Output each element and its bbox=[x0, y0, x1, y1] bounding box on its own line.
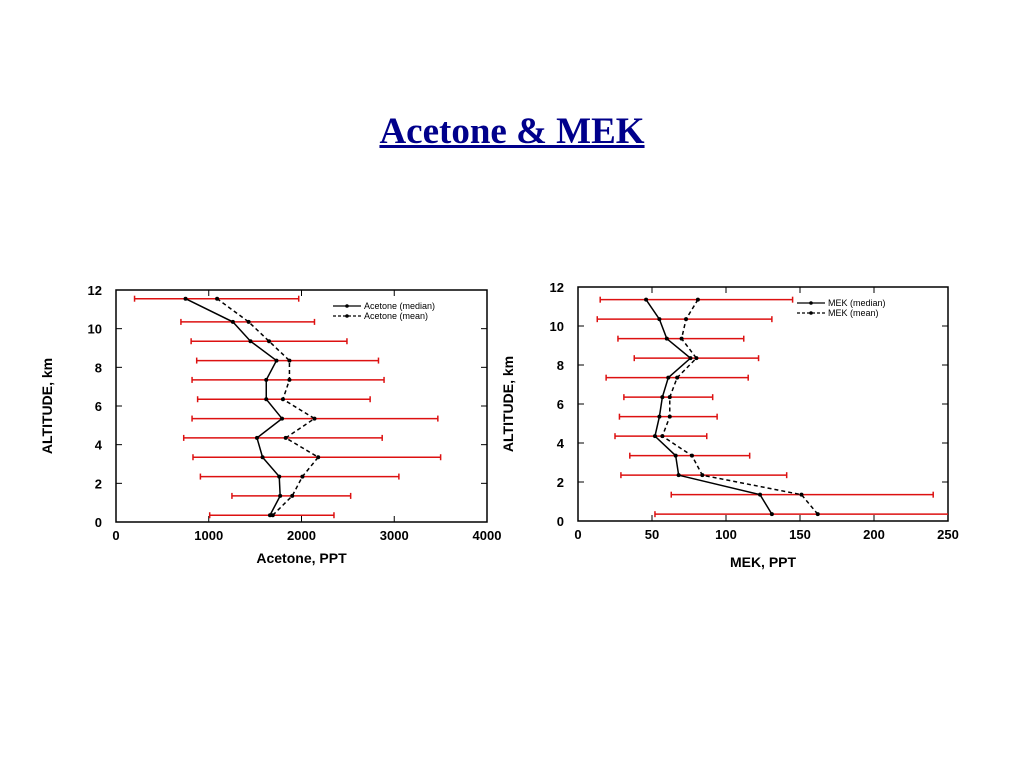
y-tick-label: 0 bbox=[95, 515, 102, 530]
mean-point bbox=[280, 397, 285, 402]
y-tick-label: 12 bbox=[550, 280, 564, 295]
median-point bbox=[274, 358, 279, 363]
median-point bbox=[673, 453, 678, 458]
legend-entry: MEK (mean) bbox=[828, 308, 879, 318]
x-tick-label: 3000 bbox=[380, 528, 409, 543]
median-point bbox=[248, 339, 253, 344]
y-tick-label: 4 bbox=[95, 438, 103, 453]
median-point bbox=[666, 375, 671, 380]
x-tick-label: 0 bbox=[574, 527, 581, 542]
mean-point bbox=[675, 375, 680, 380]
mean-point bbox=[283, 435, 288, 440]
mean-point bbox=[270, 513, 275, 518]
x-tick-label: 2000 bbox=[287, 528, 316, 543]
median-point bbox=[278, 493, 283, 498]
median-point bbox=[664, 336, 669, 341]
y-tick-label: 10 bbox=[550, 319, 564, 334]
legend-entry: MEK (median) bbox=[828, 298, 886, 308]
plot-frame bbox=[577, 286, 949, 522]
x-tick-label: 200 bbox=[863, 527, 885, 542]
y-tick-label: 8 bbox=[557, 358, 564, 373]
mean-point bbox=[689, 453, 694, 458]
y-tick-label: 10 bbox=[88, 322, 102, 337]
mean-point bbox=[799, 492, 804, 497]
mean-point bbox=[316, 455, 321, 460]
median-point bbox=[652, 434, 657, 439]
legend-marker bbox=[809, 301, 813, 305]
legend-marker bbox=[345, 314, 349, 318]
x-tick-label: 4000 bbox=[473, 528, 502, 543]
median-point bbox=[657, 414, 662, 419]
mean-point bbox=[300, 474, 305, 479]
mean-line bbox=[216, 298, 320, 516]
mean-point bbox=[246, 319, 251, 324]
x-axis-label: MEK, PPT bbox=[730, 554, 797, 570]
legend-entry: Acetone (mean) bbox=[364, 311, 428, 321]
mean-point bbox=[287, 377, 292, 382]
mean-point bbox=[660, 434, 665, 439]
mean-point bbox=[667, 414, 672, 419]
median-point bbox=[254, 435, 259, 440]
median-point bbox=[657, 317, 662, 322]
mean-point bbox=[290, 493, 295, 498]
mean-point bbox=[215, 296, 220, 301]
mean-point bbox=[312, 416, 317, 421]
median-point bbox=[183, 296, 188, 301]
mean-point bbox=[700, 473, 705, 478]
mean-point bbox=[695, 297, 700, 302]
y-axis-label: ALTITUDE, km bbox=[39, 358, 55, 454]
y-tick-label: 6 bbox=[95, 399, 102, 414]
x-tick-label: 50 bbox=[645, 527, 659, 542]
median-line bbox=[185, 298, 284, 516]
mean-point bbox=[694, 356, 699, 361]
mean-point bbox=[287, 358, 292, 363]
median-point bbox=[660, 395, 665, 400]
y-tick-label: 4 bbox=[557, 436, 565, 451]
mean-point bbox=[815, 512, 820, 517]
mean-point bbox=[267, 339, 272, 344]
median-point bbox=[769, 512, 774, 517]
mean-point bbox=[679, 336, 684, 341]
y-tick-label: 8 bbox=[95, 360, 102, 375]
x-tick-label: 1000 bbox=[194, 528, 223, 543]
legend-marker bbox=[809, 311, 813, 315]
x-tick-label: 150 bbox=[789, 527, 811, 542]
median-point bbox=[758, 492, 763, 497]
median-point bbox=[644, 297, 649, 302]
mean-line bbox=[661, 299, 819, 515]
x-tick-label: 250 bbox=[937, 527, 959, 542]
median-point bbox=[230, 319, 235, 324]
x-axis-label: Acetone, PPT bbox=[256, 550, 347, 566]
median-point bbox=[264, 377, 269, 382]
median-point bbox=[280, 416, 285, 421]
x-tick-label: 0 bbox=[112, 528, 119, 543]
median-point bbox=[260, 455, 265, 460]
mean-point bbox=[684, 317, 689, 322]
y-tick-label: 2 bbox=[557, 475, 564, 490]
median-point bbox=[688, 356, 693, 361]
y-axis-label: ALTITUDE, km bbox=[500, 356, 516, 452]
page-title: Acetone & MEK bbox=[379, 111, 645, 152]
y-tick-label: 2 bbox=[95, 476, 102, 491]
median-point bbox=[264, 397, 269, 402]
legend-marker bbox=[345, 304, 349, 308]
y-tick-label: 6 bbox=[557, 397, 564, 412]
median-point bbox=[676, 473, 681, 478]
mean-point bbox=[667, 395, 672, 400]
median-line bbox=[645, 299, 773, 515]
y-tick-label: 12 bbox=[88, 283, 102, 298]
legend-entry: Acetone (median) bbox=[364, 301, 435, 311]
y-tick-label: 0 bbox=[557, 514, 564, 529]
median-point bbox=[267, 513, 272, 518]
x-tick-label: 100 bbox=[715, 527, 737, 542]
median-point bbox=[277, 474, 282, 479]
